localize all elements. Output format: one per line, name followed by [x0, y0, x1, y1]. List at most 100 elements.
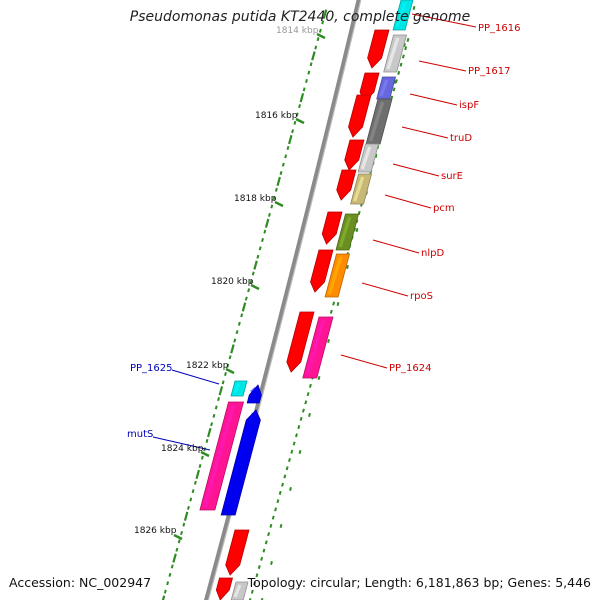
cds-lower-1	[225, 529, 250, 576]
gene-label-nlpd[interactable]: nlpD	[421, 248, 444, 259]
gene-label-trud[interactable]: truD	[450, 133, 472, 144]
tick-outer	[253, 581, 257, 586]
cds-ispf	[348, 94, 372, 138]
feature-lower-gray-shine	[233, 584, 242, 598]
tick-inner	[207, 427, 212, 438]
tick-outer	[248, 597, 252, 600]
tick-major-1	[295, 117, 305, 125]
tick-outer	[283, 474, 287, 479]
tick-inner	[321, 20, 325, 25]
gene-label-pp1617[interactable]: PP_1617	[468, 66, 511, 77]
tick-inner	[314, 45, 318, 50]
tick-outer	[288, 457, 291, 463]
tick-outer-major	[298, 450, 302, 454]
leader-pp1624	[340, 354, 388, 369]
tick-inner	[276, 176, 281, 187]
tick-inner	[261, 238, 264, 243]
feature-trud-darkgray-shine	[368, 101, 385, 142]
leader-trud	[401, 126, 449, 139]
tick-inner	[230, 344, 235, 354]
cds-ispf-shine	[348, 97, 364, 127]
tick-outer	[257, 565, 261, 570]
gene-label-ispf[interactable]: ispF	[459, 100, 479, 111]
backbone-highlight	[207, 0, 362, 600]
tick-outer-major	[327, 339, 330, 343]
tick-inner	[205, 438, 209, 443]
cds-pp1617-shine	[360, 75, 372, 92]
tick-outer-major	[346, 265, 349, 269]
backbone-line	[204, 0, 362, 600]
tick-outer	[401, 54, 405, 59]
tick-inner	[198, 464, 202, 469]
gene-label-pp1624[interactable]: PP_1624	[389, 363, 432, 374]
tick-inner	[217, 397, 220, 402]
tick-major-4	[225, 367, 235, 375]
gene-label-rpos[interactable]: rpoS	[410, 291, 433, 302]
feature-pp1625-cyan	[230, 380, 248, 397]
tick-outer	[255, 573, 259, 578]
tick-inner	[291, 129, 295, 134]
tick-inner	[295, 112, 299, 117]
tick-outer	[306, 392, 310, 397]
ruler-label-1818: 1818 kbp	[234, 194, 277, 204]
tick-inner	[168, 572, 172, 577]
tick-outer-major	[412, 6, 416, 10]
tick-inner	[305, 78, 308, 83]
gene-label-pp1625[interactable]: PP_1625	[130, 363, 173, 374]
feature-lower-gray	[230, 581, 249, 600]
tick-inner	[224, 371, 227, 376]
tick-outer-major	[260, 598, 264, 600]
cds-pp1625-blue-shine	[250, 386, 257, 394]
tick-inner	[212, 413, 216, 418]
ruler-label-1820: 1820 kbp	[211, 277, 254, 287]
tick-outer-major	[289, 487, 292, 491]
tick-major-0	[316, 32, 326, 40]
cds-pp1625-blue	[246, 384, 262, 404]
tick-outer	[399, 62, 403, 67]
tick-inner	[263, 229, 267, 234]
tick-inner	[298, 104, 301, 109]
tick-inner	[195, 469, 200, 480]
cds-pcm	[321, 211, 343, 245]
cds-trud	[344, 139, 365, 171]
cds-pcm-shine	[322, 214, 335, 234]
tick-inner	[191, 489, 195, 494]
feature-sure-gray-shine	[360, 146, 372, 170]
label-leader-lines	[152, 13, 477, 451]
tick-inner	[187, 505, 190, 510]
tick-outer	[278, 490, 282, 495]
tick-outer	[397, 70, 401, 75]
tick-inner	[322, 9, 328, 19]
tick-inner	[166, 581, 170, 586]
tick-inner	[299, 93, 305, 103]
gene-label-muts[interactable]: mutS	[127, 429, 153, 440]
tick-outer	[264, 540, 268, 545]
feature-pcm-khaki-shine	[353, 176, 365, 202]
tick-inner	[235, 330, 239, 335]
tick-outer	[406, 37, 410, 43]
tick-outer	[329, 309, 333, 314]
cds-muts-blue-shine	[224, 412, 256, 505]
leader-pp1616	[411, 13, 477, 28]
tick-inner	[203, 447, 207, 452]
gene-label-pp1616[interactable]: PP_1616	[478, 23, 521, 34]
tick-inner	[253, 260, 258, 270]
feature-pp1617-gray-shine	[386, 37, 400, 70]
feature-pp1616-cyan-shine	[395, 2, 407, 28]
gene-label-sure[interactable]: surE	[441, 171, 463, 182]
tick-inner	[249, 279, 253, 284]
tick-inner	[318, 28, 322, 33]
tick-inner	[251, 271, 255, 276]
tick-outer	[392, 87, 396, 92]
tick-outer	[260, 556, 264, 561]
tick-inner	[180, 531, 183, 536]
cds-lower-1-shine	[225, 532, 242, 565]
leader-pcm	[384, 194, 432, 209]
tick-inner	[264, 218, 270, 228]
cds-nlpd-shine	[310, 252, 326, 282]
cds-sure-shine	[337, 172, 349, 190]
tick-inner	[272, 196, 276, 201]
tick-inner	[281, 162, 285, 167]
gene-label-pcm[interactable]: pcm	[433, 203, 455, 214]
leader-rpos	[361, 282, 409, 297]
